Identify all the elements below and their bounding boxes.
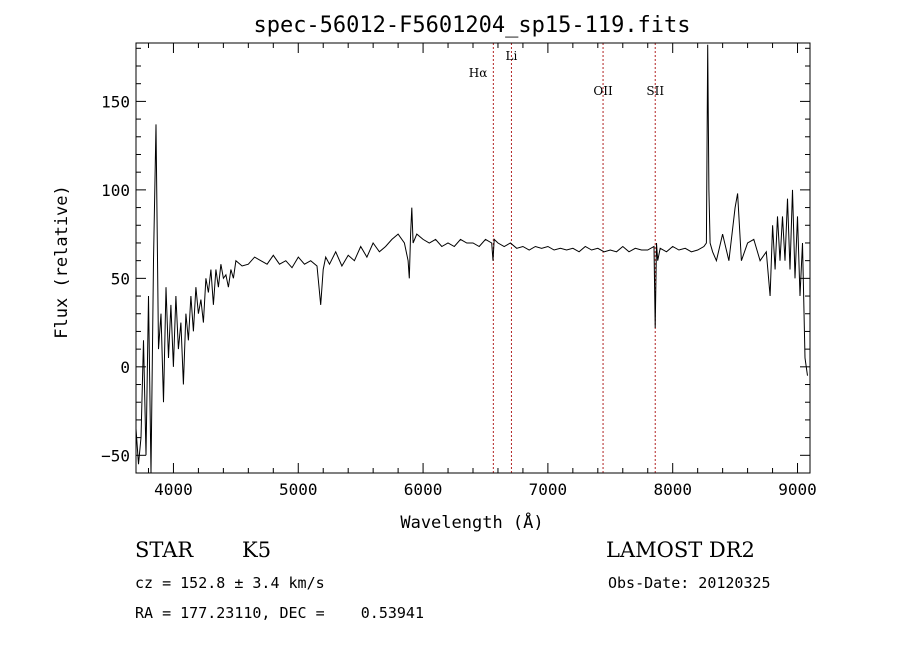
y-tick-label-1: 0 xyxy=(120,358,130,377)
obs-date: Obs-Date: 20120325 xyxy=(608,574,771,592)
y-tick-label-4: 150 xyxy=(101,92,130,111)
y-axis-label: Flux (relative) xyxy=(52,185,72,339)
line-label-1: Li xyxy=(506,49,518,63)
velocity-readout: cz = 152.8 ± 3.4 km/s xyxy=(135,574,325,592)
y-tick-label-3: 100 xyxy=(101,181,130,200)
spectrum-series xyxy=(136,44,808,473)
x-tick-label-0: 4000 xyxy=(154,480,193,499)
x-axis-label: Wavelength (Å) xyxy=(400,511,543,533)
survey-name: LAMOST DR2 xyxy=(606,538,755,562)
line-label-3: SII xyxy=(646,84,664,98)
x-tick-label-4: 8000 xyxy=(653,480,692,499)
object-class: STAR xyxy=(135,538,194,562)
x-tick-label-1: 5000 xyxy=(279,480,318,499)
x-tick-label-5: 9000 xyxy=(778,480,817,499)
coordinates: RA = 177.23110, DEC = 0.53941 xyxy=(135,604,424,622)
x-tick-label-3: 7000 xyxy=(529,480,568,499)
chart-title: spec-56012-F5601204_sp15-119.fits xyxy=(253,13,690,38)
x-tick-label-2: 6000 xyxy=(404,480,443,499)
object-subclass: K5 xyxy=(242,538,272,562)
plot-frame xyxy=(135,42,811,474)
line-label-0: Hα xyxy=(469,66,488,80)
plot-area: Hα Li OII SII 4000 5000 6000 7000 8000 9000 −50 0 50… xyxy=(101,42,817,499)
line-label-2: OII xyxy=(593,84,613,98)
y-tick-label-2: 50 xyxy=(111,269,130,288)
y-tick-label-0: −50 xyxy=(101,446,130,465)
